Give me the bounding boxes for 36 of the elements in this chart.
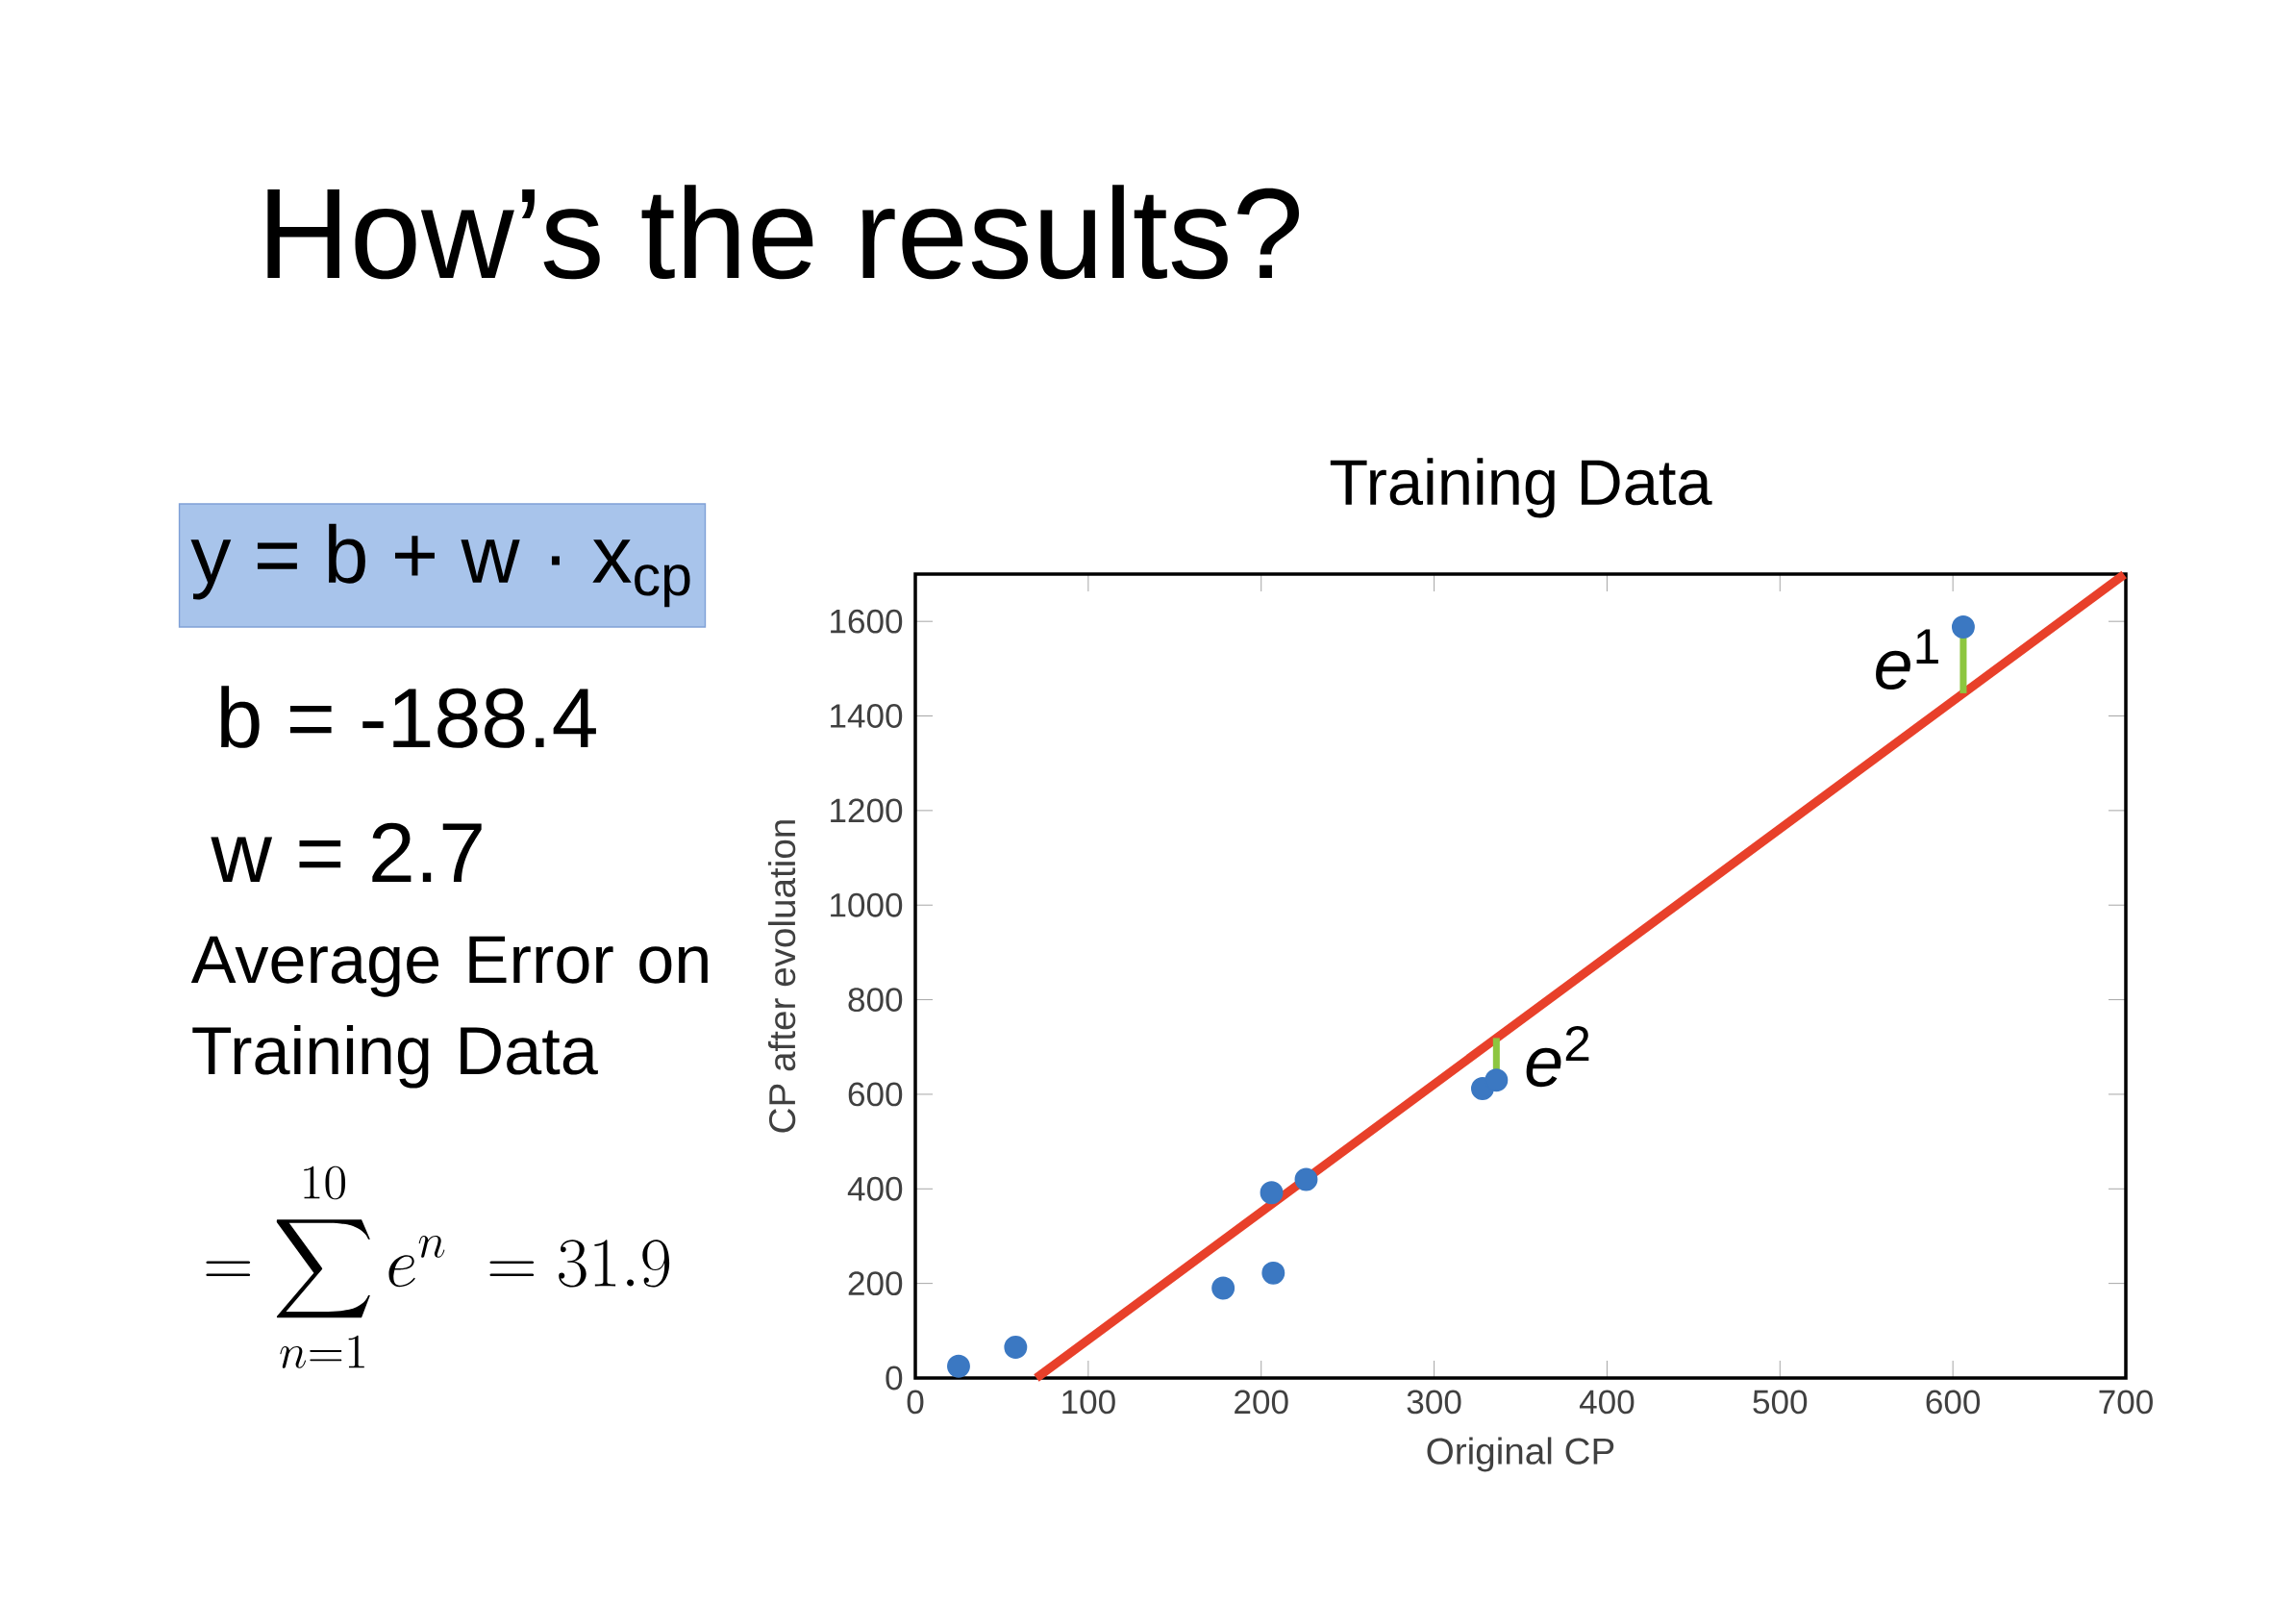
text: $= \sum_{n=1}^{10} e^{n} \; = 31.9$ xyxy=(206,1165,670,1368)
text: b = -188.4 xyxy=(221,686,596,748)
chart-title: Training Data xyxy=(1330,458,1712,518)
x-tick-label: 0 xyxy=(907,1390,924,1415)
y-tick-label: 1600 xyxy=(831,609,903,634)
text: w = 2.7 xyxy=(211,822,482,882)
point xyxy=(1951,615,1975,639)
y-tick-label: 0 xyxy=(886,1366,903,1391)
y-tick-label: 1000 xyxy=(831,892,903,917)
point xyxy=(1211,1276,1235,1300)
x-tick-label: 600 xyxy=(1926,1390,1981,1415)
text: y = b + w · x$_{cp}$ xyxy=(190,523,690,608)
y-tick-label: 1200 xyxy=(831,798,903,823)
x-tick-label: 500 xyxy=(1753,1390,1808,1415)
point xyxy=(1294,1167,1318,1191)
text: How’s the results? xyxy=(267,185,1299,280)
x-axis-title: Original CP xyxy=(1427,1437,1614,1472)
point xyxy=(1004,1336,1028,1359)
x-tick-label: 300 xyxy=(1407,1390,1461,1415)
y-tick-label: 800 xyxy=(848,988,903,1013)
y-axis-title: CP after evoluation xyxy=(767,820,796,1133)
x-tick-label: 400 xyxy=(1579,1390,1635,1415)
point xyxy=(947,1354,970,1378)
y-tick-label: 1400 xyxy=(831,704,903,728)
y-tick-label: 600 xyxy=(848,1082,903,1107)
annotation: e$^{1}$ xyxy=(1876,629,1938,690)
x-tick-label: 700 xyxy=(2099,1390,2153,1415)
point xyxy=(1260,1181,1284,1205)
x-tick-label: 100 xyxy=(1062,1390,1115,1415)
y-tick-label: 200 xyxy=(848,1271,903,1296)
point xyxy=(1485,1068,1509,1092)
annotation: e$^{2}$ xyxy=(1526,1026,1589,1088)
text: Average Error on Training Data xyxy=(190,936,708,1089)
x-tick-label: 200 xyxy=(1235,1390,1288,1415)
y-tick-label: 400 xyxy=(847,1176,903,1201)
point xyxy=(1261,1261,1285,1285)
